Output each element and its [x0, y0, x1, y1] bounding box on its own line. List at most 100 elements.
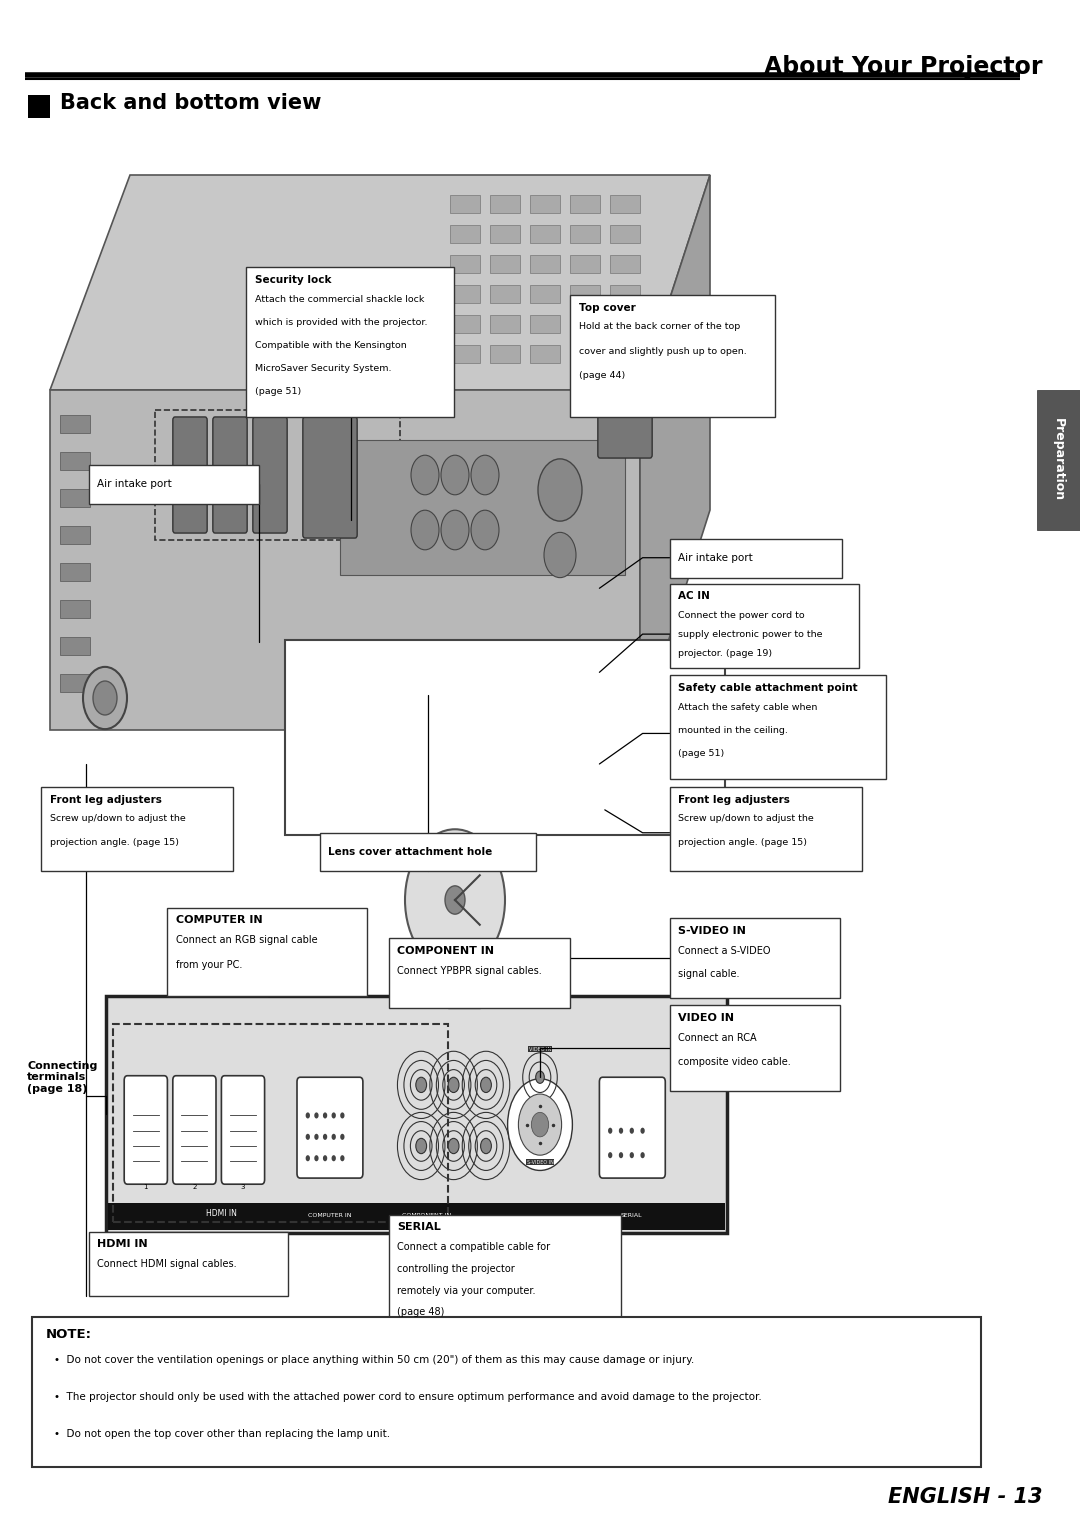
Bar — [60, 452, 90, 471]
Bar — [450, 225, 480, 243]
Text: About Your Projector: About Your Projector — [764, 55, 1042, 79]
Text: Compatible with the Kensington: Compatible with the Kensington — [255, 341, 407, 350]
Circle shape — [323, 1134, 327, 1140]
Text: Connect a compatible cable for: Connect a compatible cable for — [397, 1242, 551, 1253]
Text: MicroSaver Security System.: MicroSaver Security System. — [255, 364, 391, 373]
Bar — [530, 196, 561, 212]
Circle shape — [578, 678, 602, 712]
Circle shape — [411, 510, 438, 550]
Bar — [670, 584, 859, 668]
Text: •  Do not cover the ventilation openings or place anything within 50 cm (20") of: • Do not cover the ventilation openings … — [54, 1355, 694, 1366]
Circle shape — [340, 1155, 345, 1161]
Bar — [28, 95, 50, 118]
Circle shape — [471, 455, 499, 495]
Bar — [450, 315, 480, 333]
Bar — [450, 345, 480, 364]
Bar — [530, 286, 561, 303]
Circle shape — [518, 1094, 562, 1155]
Text: VIDEO IN: VIDEO IN — [529, 1047, 551, 1051]
Text: (page 51): (page 51) — [678, 749, 725, 758]
Bar — [60, 674, 90, 692]
Bar — [490, 315, 519, 333]
Circle shape — [306, 1155, 310, 1161]
Text: 1: 1 — [144, 1184, 148, 1190]
FancyBboxPatch shape — [173, 417, 207, 533]
Text: Attach the safety cable when: Attach the safety cable when — [678, 703, 818, 712]
Text: (page 51): (page 51) — [255, 387, 301, 396]
Text: COMPONENT IN: COMPONENT IN — [397, 946, 495, 957]
Text: 3: 3 — [241, 1184, 245, 1190]
Bar — [670, 1005, 840, 1091]
Circle shape — [568, 663, 612, 726]
Bar — [60, 601, 90, 617]
Text: ENGLISH - 13: ENGLISH - 13 — [888, 1487, 1042, 1507]
Circle shape — [508, 1079, 572, 1170]
Circle shape — [306, 1134, 310, 1140]
Bar — [106, 996, 727, 1233]
Bar — [530, 345, 561, 364]
Text: Connect HDMI signal cables.: Connect HDMI signal cables. — [97, 1259, 237, 1270]
Text: Attach the commercial shackle lock: Attach the commercial shackle lock — [255, 295, 424, 304]
Text: projector. (page 19): projector. (page 19) — [678, 648, 772, 657]
Bar — [167, 908, 367, 996]
Text: 2: 2 — [468, 1225, 472, 1232]
Text: Connect an RCA: Connect an RCA — [678, 1033, 757, 1044]
Circle shape — [323, 1112, 327, 1118]
Bar — [113, 1024, 448, 1222]
Bar — [610, 345, 640, 364]
Bar — [490, 345, 519, 364]
Text: remotely via your computer.: remotely via your computer. — [397, 1285, 536, 1296]
Text: Screw up/down to adjust the: Screw up/down to adjust the — [50, 814, 186, 824]
Text: S-VIDEO IN: S-VIDEO IN — [527, 1160, 553, 1164]
FancyBboxPatch shape — [124, 1076, 167, 1184]
FancyBboxPatch shape — [213, 417, 247, 533]
Circle shape — [340, 1112, 345, 1118]
Text: Connect a S-VIDEO: Connect a S-VIDEO — [678, 946, 771, 957]
Bar — [450, 196, 480, 212]
FancyBboxPatch shape — [599, 1077, 665, 1178]
Circle shape — [481, 1077, 491, 1093]
Text: Front leg adjusters: Front leg adjusters — [50, 795, 162, 805]
Bar — [89, 1232, 288, 1296]
Bar — [610, 225, 640, 243]
Bar — [570, 225, 600, 243]
Text: VIDEO IN: VIDEO IN — [529, 1047, 551, 1051]
Bar — [450, 286, 480, 303]
Text: which is provided with the projector.: which is provided with the projector. — [255, 318, 428, 327]
Bar — [530, 225, 561, 243]
Bar — [1037, 390, 1080, 530]
Text: COMPUTER IN: COMPUTER IN — [176, 915, 262, 926]
Polygon shape — [50, 390, 640, 730]
Circle shape — [608, 1128, 612, 1134]
Bar — [320, 833, 536, 871]
Circle shape — [445, 886, 465, 914]
Circle shape — [332, 1134, 336, 1140]
Text: Preparation: Preparation — [1052, 419, 1065, 501]
Text: Back and bottom view: Back and bottom view — [60, 93, 322, 113]
Circle shape — [630, 1152, 634, 1158]
Polygon shape — [640, 176, 710, 730]
Text: Connect the power cord to: Connect the power cord to — [678, 611, 805, 620]
Text: Safety cable attachment point: Safety cable attachment point — [678, 683, 858, 694]
Bar — [570, 315, 600, 333]
Text: Air intake port: Air intake port — [678, 553, 753, 564]
Text: mounted in the ceiling.: mounted in the ceiling. — [678, 726, 788, 735]
FancyBboxPatch shape — [598, 393, 652, 458]
Text: cover and slightly push up to open.: cover and slightly push up to open. — [579, 347, 746, 356]
Text: Screw up/down to adjust the: Screw up/down to adjust the — [678, 814, 814, 824]
Text: •  Do not open the top cover other than replacing the lamp unit.: • Do not open the top cover other than r… — [54, 1429, 390, 1439]
Text: NOTE:: NOTE: — [45, 1328, 92, 1342]
Bar — [60, 416, 90, 432]
Text: 1: 1 — [403, 1225, 407, 1232]
Circle shape — [332, 1155, 336, 1161]
Circle shape — [306, 1112, 310, 1118]
Text: •  The projector should only be used with the attached power cord to ensure opti: • The projector should only be used with… — [54, 1392, 761, 1403]
Text: SERIAL: SERIAL — [621, 1213, 643, 1218]
Text: Hold at the back corner of the top: Hold at the back corner of the top — [579, 322, 740, 332]
Bar — [108, 1203, 725, 1230]
FancyBboxPatch shape — [253, 417, 287, 533]
Circle shape — [323, 1155, 327, 1161]
Text: Air intake port: Air intake port — [97, 480, 172, 489]
Bar — [610, 286, 640, 303]
Circle shape — [83, 666, 127, 729]
